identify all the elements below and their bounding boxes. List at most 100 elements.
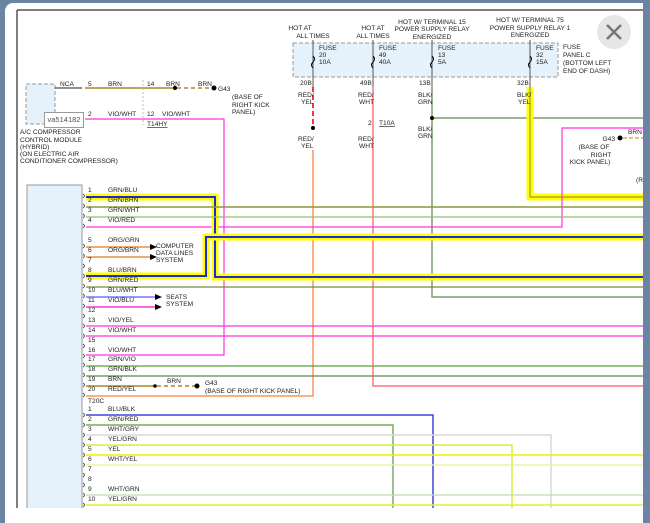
splice-dot: [311, 126, 315, 130]
system-label[interactable]: COMPUTER: [156, 243, 194, 250]
pin-number: 6: [88, 247, 92, 254]
wire-label: WHT: [359, 143, 374, 150]
diagram-viewer: [5, 3, 643, 523]
wire-label: VIO/WHT: [162, 111, 190, 118]
pin-label: 32B: [517, 80, 529, 87]
ground-label: RIGHT: [591, 152, 612, 159]
splice-dot: [173, 86, 177, 90]
ground-label: G43: [603, 136, 616, 143]
pin-terminal-icon: [82, 333, 85, 339]
pin-number: 5: [88, 237, 92, 244]
fuse-label: 32: [536, 52, 544, 59]
wire-label: GRN/BRN: [108, 197, 139, 204]
ground-label: PANEL): [232, 109, 255, 116]
pin-terminal-icon: [82, 323, 85, 329]
wire-grn-red-b: [86, 424, 394, 508]
source-label: POWER SUPPLY RELAY 1: [490, 25, 571, 32]
wire-blu-brn: [86, 236, 643, 277]
fuse-label: 5A: [438, 59, 447, 66]
wire-label: GRN: [418, 99, 433, 106]
fuse-label: FUSE: [438, 45, 456, 52]
pin-terminal-icon: [82, 313, 85, 319]
pin-terminal-icon: [82, 382, 85, 388]
wire-label: YEL/GRN: [108, 496, 137, 503]
fuse-icon: [528, 55, 532, 69]
pin-number: 17: [88, 356, 96, 363]
panel-name: (BOTTOM LEFT: [563, 60, 611, 67]
fuse-label: FUSE: [379, 45, 397, 52]
pin-terminal-icon: [82, 253, 85, 259]
wire-label: WHT: [359, 99, 374, 106]
wire-label: GRN/RED: [108, 416, 139, 423]
wire-label: GRN/WHT: [108, 207, 140, 214]
pin-number: 7: [88, 257, 92, 264]
pin-terminal-icon: [82, 193, 85, 199]
pin-number: 1: [88, 406, 92, 413]
pin-number: 9: [88, 277, 92, 284]
highlight-blk-yel: [526, 87, 643, 201]
pin-number: 12: [88, 307, 96, 314]
ground-label: (BASE OF RIGHT KICK PANEL): [205, 388, 300, 395]
pin-terminal-icon: [82, 442, 85, 448]
window-edge: [643, 0, 650, 508]
pin-number: 5: [88, 446, 92, 453]
ground-label: (BASE OF: [232, 94, 263, 101]
pin-terminal-icon: [82, 243, 85, 249]
fuse-panel-c: [292, 42, 559, 78]
module-label: CONTROL MODULE: [20, 137, 83, 144]
system-label[interactable]: SYSTEM: [156, 257, 183, 264]
wire-label: ORG/BRN: [108, 247, 139, 254]
connector-b-pins: 1 BLU/BLK 2 GRN/RED 3 WHT/GRY 4 YEL/GRN 5 YEL 6 WHT…: [82, 406, 140, 508]
wire-label: VIO/YEL: [108, 317, 134, 324]
connector-a-pins: 1 GRN/BLU 2 GRN/BRN 3 GRN/WHT 4 VIO/RED 5 ORG/GRN…: [82, 187, 140, 398]
pin-number: 14: [88, 327, 96, 334]
pin-number: 3: [88, 426, 92, 433]
splice-dot: [153, 384, 157, 388]
arrow-icon: [150, 244, 157, 250]
wire-label: ORG/GRN: [108, 237, 140, 244]
fuse-label: 49: [379, 52, 387, 59]
source-label: HOT W/ TERMINAL 75: [496, 17, 564, 24]
wire-label: BLU/WHT: [108, 287, 138, 294]
ground-label: G43: [218, 86, 231, 93]
wire-label: RED/: [298, 136, 314, 143]
wire-vio-red: [86, 127, 643, 228]
tooltip: va514182: [44, 112, 84, 128]
wire-label: BRN: [108, 376, 122, 383]
pin-number: 2: [88, 416, 92, 423]
pin-number: 10: [88, 496, 96, 503]
wire-label: WHT/GRY: [108, 426, 140, 433]
wire-wht-gry: [86, 434, 552, 508]
wire-label: GRN/VIO: [108, 356, 136, 363]
ground-label: G43: [205, 380, 218, 387]
wire-label: WHT/YEL: [108, 456, 138, 463]
close-button[interactable]: [597, 15, 631, 49]
fuse-label: 10A: [319, 59, 331, 66]
ground-g43-right: [617, 135, 623, 141]
wire-label: VIO/WHT: [108, 327, 136, 334]
pin-number: 16: [88, 347, 96, 354]
wire-label: RED/YEL: [108, 386, 137, 393]
pin-number: 4: [88, 217, 92, 224]
wire-label: BLK/: [517, 92, 531, 99]
ground-label: RIGHT KICK: [232, 102, 270, 109]
pin-terminal-icon: [82, 412, 85, 418]
connector-label: T20C: [88, 398, 104, 405]
wire-blk-grn: [431, 87, 643, 298]
pin-terminal-icon: [82, 482, 85, 488]
wire-label: GRN/BLK: [108, 366, 138, 373]
source-label: POWER SUPPLY RELAY: [394, 26, 470, 33]
fuse-label: FUSE: [536, 45, 554, 52]
pin-number: 4: [88, 436, 92, 443]
system-label[interactable]: SYSTEM: [166, 301, 193, 308]
module-label: (HYBRID): [20, 144, 49, 151]
source-label: HOT AT: [361, 25, 384, 32]
fuse-labels: HOT AT ALL TIMES HOT AT ALL TIMES HOT W/…: [288, 17, 611, 75]
wire-label: BLU/BLK: [108, 406, 136, 413]
system-label[interactable]: DATA LINES: [156, 250, 194, 257]
connector-label: T10A: [379, 120, 395, 127]
source-label: ALL TIMES: [356, 33, 390, 40]
pin-terminal-icon: [82, 472, 85, 478]
system-label[interactable]: SEATS: [166, 294, 188, 301]
pin-terminal-icon: [82, 392, 85, 398]
